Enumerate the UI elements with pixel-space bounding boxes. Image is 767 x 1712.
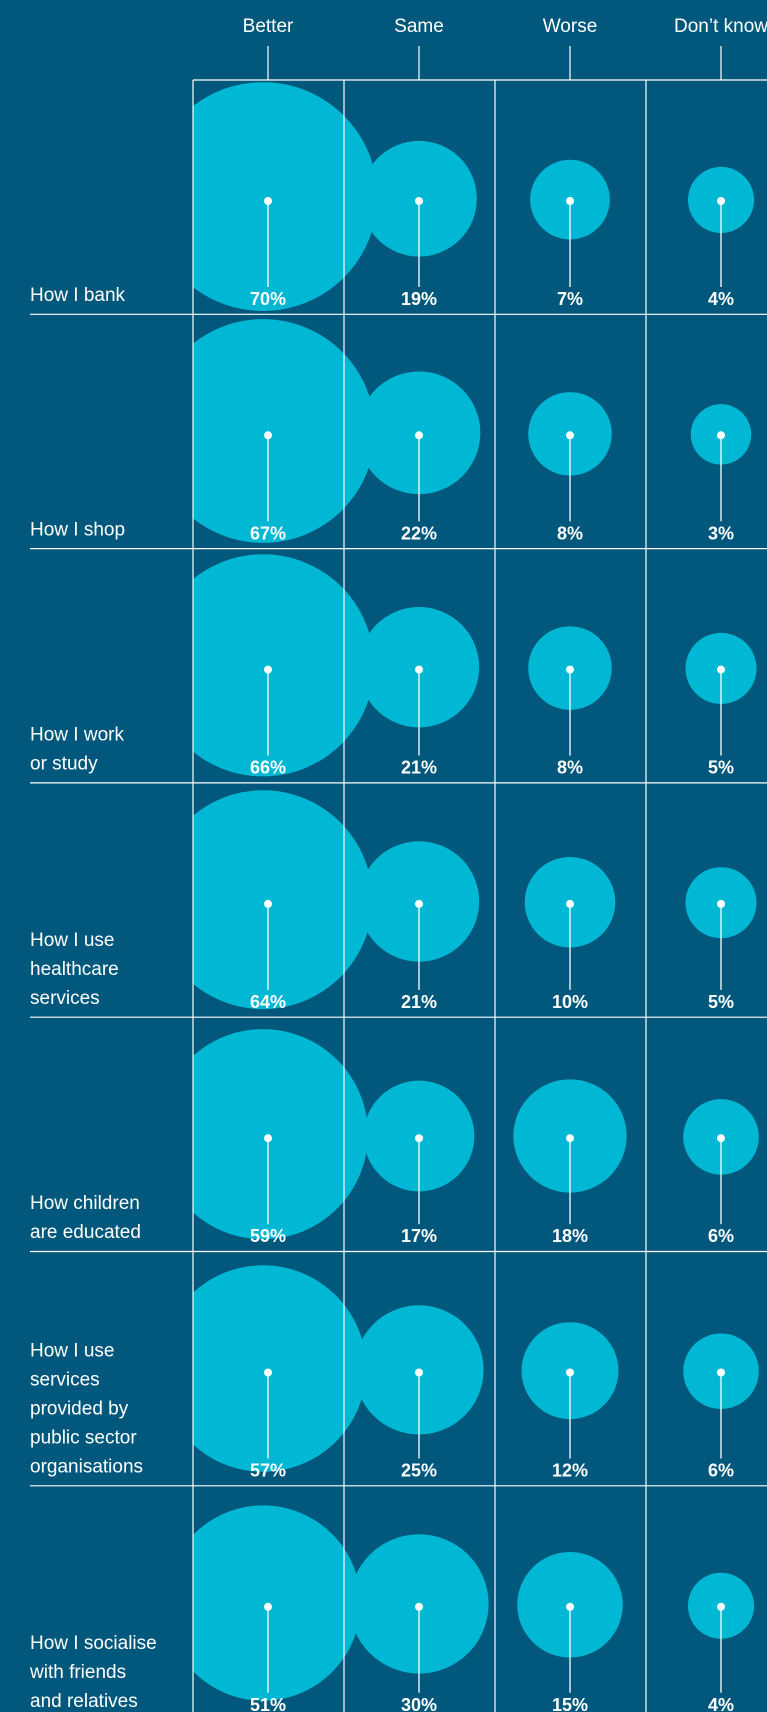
value-label: 10% xyxy=(552,992,588,1012)
bubble-dot xyxy=(415,431,423,440)
bubble-dot xyxy=(566,1368,574,1377)
value-label: 6% xyxy=(708,1461,734,1481)
column-header: Worse xyxy=(543,16,598,37)
bubble-dot xyxy=(415,1134,423,1143)
row-label: with friends xyxy=(29,1662,126,1683)
row-label: How I work xyxy=(30,725,124,746)
column-header: Better xyxy=(243,16,294,37)
value-label: 8% xyxy=(557,523,583,543)
bubble-dot xyxy=(566,1134,574,1143)
value-label: 7% xyxy=(557,289,583,309)
value-label: 6% xyxy=(708,1226,734,1246)
value-label: 22% xyxy=(401,523,437,543)
bubble-dot xyxy=(415,197,423,205)
value-label: 64% xyxy=(250,992,286,1012)
row-label: services xyxy=(30,988,100,1009)
row-label: or study xyxy=(30,754,98,775)
bubble-dot xyxy=(717,899,725,908)
bubble-dot xyxy=(264,665,272,674)
bubble-dot xyxy=(566,665,574,674)
value-label: 3% xyxy=(708,523,734,543)
bubble-dot xyxy=(566,431,574,440)
row-label: healthcare xyxy=(30,959,119,980)
value-label: 21% xyxy=(401,992,437,1012)
bubble-dot xyxy=(415,665,423,674)
bubble-dot xyxy=(717,197,725,205)
value-label: 4% xyxy=(708,1695,734,1712)
value-label: 25% xyxy=(401,1461,437,1481)
bubble-dot xyxy=(264,1602,272,1611)
bubble-dot xyxy=(264,431,272,440)
bubble xyxy=(193,82,378,311)
bubble xyxy=(193,1505,361,1701)
overlay-layer: 70% 19% 7% 4% How I bank 67% 22% 8% 3% How I shop… xyxy=(29,79,767,1712)
value-label: 8% xyxy=(557,758,583,778)
bubble-dot xyxy=(717,431,725,440)
row-label: organisations xyxy=(30,1457,143,1478)
bubble-dot xyxy=(264,1134,272,1143)
bubble-dot xyxy=(415,1602,423,1611)
value-label: 57% xyxy=(250,1461,286,1481)
value-label: 18% xyxy=(552,1226,588,1246)
bubble-dot xyxy=(566,197,574,205)
bubble-dot xyxy=(717,1134,725,1143)
row-label: How I socialise xyxy=(30,1633,157,1654)
value-label: 59% xyxy=(250,1226,286,1246)
row-label: How I bank xyxy=(30,285,126,306)
bubble-dot xyxy=(566,899,574,908)
row-label: How children xyxy=(30,1193,140,1214)
bubble-dot xyxy=(264,1368,272,1377)
bubble xyxy=(193,319,375,543)
bubble-dot xyxy=(264,197,272,205)
row-label: How I use xyxy=(30,930,114,951)
row-label: and relatives xyxy=(30,1691,138,1712)
value-label: 4% xyxy=(708,289,734,309)
row-label: are educated xyxy=(30,1222,141,1243)
column-header: Don’t know xyxy=(674,16,767,37)
row-label: How I shop xyxy=(30,519,125,540)
value-label: 30% xyxy=(401,1695,437,1712)
bubble-dot xyxy=(415,1368,423,1377)
value-label: 5% xyxy=(708,992,734,1012)
bubble-dot xyxy=(566,1602,574,1611)
bubble-dot xyxy=(717,1368,725,1377)
value-label: 19% xyxy=(401,289,437,309)
bubble xyxy=(193,1029,368,1240)
row-label: public sector xyxy=(30,1428,137,1449)
bubble xyxy=(193,1265,367,1472)
value-label: 17% xyxy=(401,1226,437,1246)
value-label: 12% xyxy=(552,1461,588,1481)
value-label: 66% xyxy=(250,758,286,778)
bubble xyxy=(193,554,375,777)
bubble-dot xyxy=(717,665,725,674)
bubble xyxy=(193,790,373,1010)
value-label: 51% xyxy=(250,1695,286,1712)
value-label: 5% xyxy=(708,758,734,778)
row-label: provided by xyxy=(30,1399,129,1420)
bubble-dot xyxy=(415,899,423,908)
bubble-dot xyxy=(264,899,272,908)
value-label: 21% xyxy=(401,758,437,778)
value-label: 67% xyxy=(250,523,286,543)
column-header: Same xyxy=(394,16,444,37)
row-label: How I use xyxy=(30,1341,114,1362)
value-label: 70% xyxy=(250,289,286,309)
bubble-layer xyxy=(193,82,759,1701)
value-label: 15% xyxy=(552,1695,588,1712)
row-label: services xyxy=(30,1370,100,1391)
bubble-dot xyxy=(717,1602,725,1611)
